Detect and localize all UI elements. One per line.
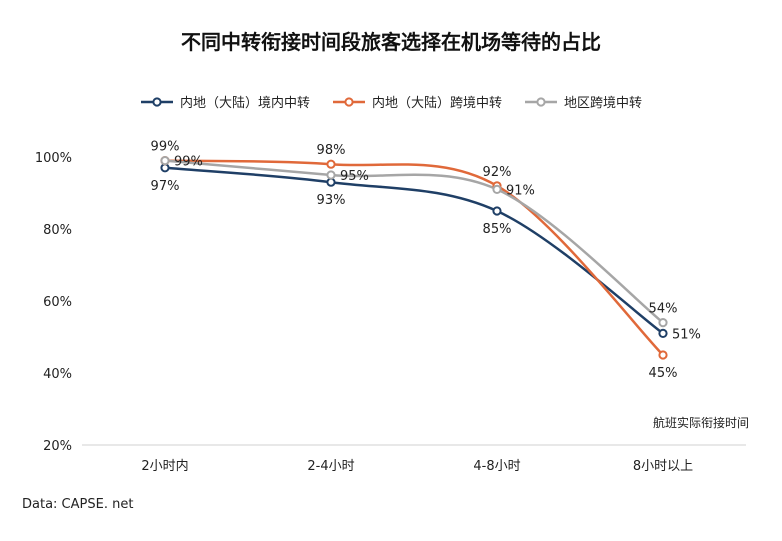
legend-label-domestic: 内地（大陆）境内中转 [179, 96, 310, 111]
data-label: 92% [483, 165, 512, 180]
legend-item-domestic[interactable]: 内地（大陆）境内中转 [140, 92, 310, 111]
legend-marker-regional [525, 96, 557, 107]
data-point[interactable] [326, 170, 336, 180]
data-point[interactable] [492, 206, 502, 216]
x-axis-caption: 航班实际衔接时间 [653, 416, 750, 430]
y-tick-label: 80% [43, 223, 72, 238]
legend-marker-domestic [140, 96, 173, 107]
data-point[interactable] [658, 350, 668, 360]
series-line-1 [164, 159, 664, 356]
data-point[interactable] [326, 177, 336, 187]
data-point[interactable] [160, 163, 170, 173]
legend-label-cross-border: 内地（大陆）跨境中转 [371, 96, 502, 111]
data-label: 85% [483, 222, 512, 237]
data-label: 54% [649, 302, 678, 317]
data-point[interactable] [658, 318, 668, 328]
data-label: 45% [649, 366, 678, 381]
chart-title: 不同中转衔接时间段旅客选择在机场等待的占比 [181, 30, 601, 54]
y-tick-label: 40% [43, 367, 72, 382]
data-label: 93% [317, 193, 346, 208]
data-point[interactable] [160, 156, 170, 166]
series-line-2 [164, 159, 664, 324]
legend: 内地（大陆）境内中转 内地（大陆）跨境中转 地区跨境中转 [0, 92, 782, 111]
data-label: 99% [174, 155, 203, 170]
y-tick-label: 60% [43, 295, 72, 310]
y-tick-label: 20% [43, 439, 72, 454]
data-label: 98% [317, 143, 346, 158]
x-tick-label: 8小时以上 [633, 459, 693, 474]
legend-item-regional[interactable]: 地区跨境中转 [524, 92, 642, 111]
series-line-0 [164, 166, 664, 335]
y-tick-label: 100% [35, 151, 72, 166]
data-point[interactable] [326, 159, 336, 169]
x-tick-label: 2-4小时 [307, 459, 354, 474]
legend-item-cross-border[interactable]: 内地（大陆）跨境中转 [332, 92, 502, 111]
data-point[interactable] [492, 184, 502, 194]
data-label: 99% [151, 140, 180, 155]
data-label: 97% [151, 179, 180, 194]
x-tick-label: 4-8小时 [473, 459, 520, 474]
data-label: 51% [672, 327, 701, 342]
data-label: 95% [340, 169, 369, 184]
legend-label-regional: 地区跨境中转 [564, 96, 643, 111]
legend-marker-cross-border [332, 96, 365, 107]
data-label: 91% [506, 183, 535, 198]
data-point[interactable] [658, 328, 668, 338]
x-tick-label: 2小时内 [141, 458, 188, 474]
source-note: Data: CAPSE. net [22, 497, 134, 512]
